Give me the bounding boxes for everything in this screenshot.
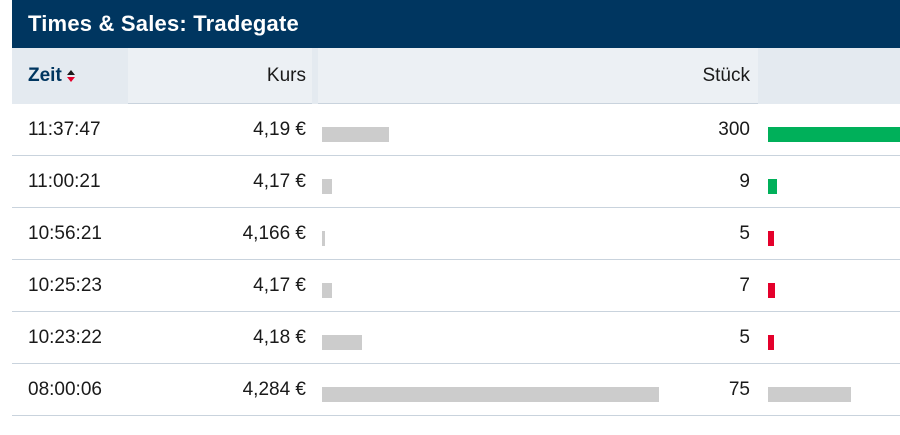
trade-price: 4,17 €: [253, 171, 306, 192]
trade-price: 4,166 €: [242, 223, 306, 244]
table-header: Zeit Kurs Stück: [12, 48, 900, 104]
trade-price: 4,18 €: [253, 327, 306, 348]
volume-bar: [768, 283, 775, 298]
sort-icon[interactable]: [66, 70, 75, 82]
price-bar: [322, 231, 325, 246]
column-label-stueck: Stück: [702, 65, 750, 86]
column-header-price-bar: [312, 48, 318, 104]
table-row: 11:37:47 4,19 € 300: [12, 104, 900, 156]
column-header-volume-bar: [758, 48, 900, 104]
table-row: 10:56:21 4,166 € 5: [12, 208, 900, 260]
price-bar: [322, 127, 389, 142]
trade-time: 11:37:47: [28, 119, 101, 140]
trade-quantity: 5: [739, 327, 750, 348]
volume-bar: [768, 387, 851, 402]
trade-time: 10:23:22: [28, 327, 102, 348]
table-row: 11:00:21 4,17 € 9: [12, 156, 900, 208]
price-bar: [322, 283, 332, 298]
trade-quantity: 300: [718, 119, 750, 140]
trade-quantity: 9: [739, 171, 750, 192]
volume-bar: [768, 231, 774, 246]
trade-time: 10:25:23: [28, 275, 102, 296]
column-header-stueck: Stück: [318, 48, 750, 104]
column-label-kurs: Kurs: [266, 65, 306, 86]
table-body: 11:37:47 4,19 € 300 11:00:21 4,17 € 9 10:56:21…: [12, 104, 900, 416]
table-row: 10:25:23 4,17 € 7: [12, 260, 900, 312]
price-bar: [322, 387, 659, 402]
trade-quantity: 7: [739, 275, 750, 296]
trade-price: 4,17 €: [253, 275, 306, 296]
volume-bar: [768, 179, 777, 194]
column-header-zeit[interactable]: Zeit: [12, 48, 128, 104]
trade-quantity: 75: [728, 379, 750, 400]
trade-time: 08:00:06: [28, 379, 102, 400]
panel-header: Times & Sales: Tradegate: [12, 0, 900, 48]
trade-time: 10:56:21: [28, 223, 102, 244]
times-and-sales-panel: Times & Sales: Tradegate Zeit Kurs Stück…: [12, 0, 900, 435]
trade-price: 4,19 €: [253, 119, 306, 140]
price-bar: [322, 335, 362, 350]
trade-quantity: 5: [739, 223, 750, 244]
trade-time: 11:00:21: [28, 171, 101, 192]
table-row: 08:00:06 4,284 € 75: [12, 364, 900, 416]
column-label-zeit: Zeit: [28, 65, 62, 86]
trade-price: 4,284 €: [242, 379, 306, 400]
panel-title: Times & Sales: Tradegate: [28, 11, 299, 36]
table-row: 10:23:22 4,18 € 5: [12, 312, 900, 364]
price-bar: [322, 179, 332, 194]
volume-bar: [768, 335, 774, 350]
column-header-kurs: Kurs: [128, 48, 306, 104]
volume-bar: [768, 127, 900, 142]
